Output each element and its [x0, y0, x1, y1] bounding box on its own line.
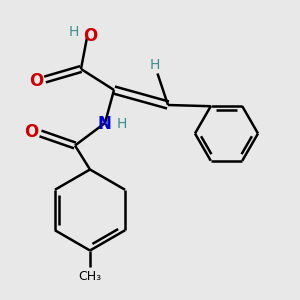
Text: O: O: [24, 123, 39, 141]
Text: N: N: [98, 115, 111, 133]
Text: H: H: [68, 25, 79, 38]
Text: H: H: [116, 117, 127, 130]
Text: CH₃: CH₃: [78, 269, 102, 283]
Text: O: O: [83, 27, 98, 45]
Text: O: O: [29, 72, 43, 90]
Text: H: H: [149, 58, 160, 72]
